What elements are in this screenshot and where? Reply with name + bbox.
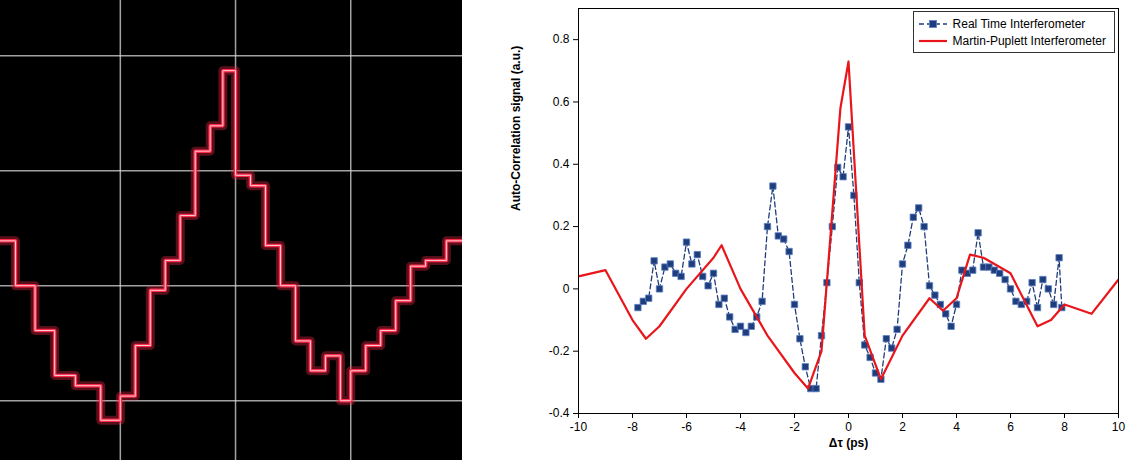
svg-text:-2: -2 — [789, 420, 800, 434]
html-text:Real Time Interferometer: Real Time Interferometer — [952, 16, 1086, 31]
svg-text:0.2: 0.2 — [553, 219, 570, 233]
svg-text:Δτ (ps): Δτ (ps) — [829, 436, 868, 450]
svg-text:-6: -6 — [681, 420, 692, 434]
svg-text:-8: -8 — [627, 420, 638, 434]
svg-text:10: 10 — [1112, 420, 1126, 434]
svg-text:-0.4: -0.4 — [549, 406, 570, 420]
svg-text:6: 6 — [1007, 420, 1014, 434]
svg-text:8: 8 — [1061, 420, 1068, 434]
svg-text:2: 2 — [899, 420, 906, 434]
svg-text:-4: -4 — [735, 420, 746, 434]
svg-text:-10: -10 — [570, 420, 588, 434]
svg-text:0.6: 0.6 — [553, 95, 570, 109]
svg-text:0.8: 0.8 — [553, 32, 570, 46]
svg-text:0: 0 — [563, 282, 570, 296]
svg-text:-0.2: -0.2 — [549, 344, 570, 358]
svg-text:4: 4 — [953, 420, 960, 434]
svg-text:0: 0 — [845, 420, 852, 434]
html-text:Martin-Puplett Interferometer: Martin-Puplett Interferometer — [952, 33, 1106, 48]
svg-text:0.4: 0.4 — [553, 157, 570, 171]
svg-text:Auto-Correlation signal (a.u.): Auto-Correlation signal (a.u.) — [509, 46, 523, 211]
